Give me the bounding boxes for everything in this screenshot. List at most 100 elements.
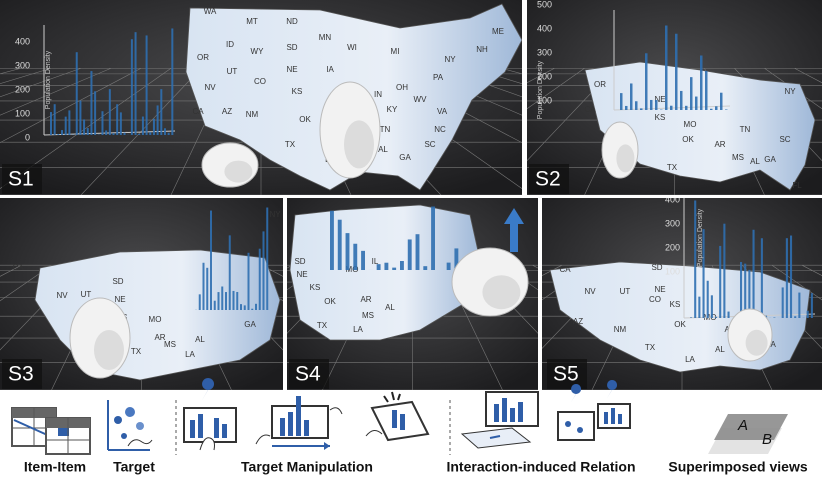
density-bar (225, 292, 227, 310)
density-bar (135, 32, 137, 135)
density-bar (725, 109, 728, 110)
state-label: ND (286, 17, 298, 26)
density-bar (248, 253, 250, 310)
density-bar (794, 316, 796, 318)
density-bar (698, 297, 700, 318)
state-label: OH (429, 197, 441, 206)
state-label: NM (246, 110, 259, 119)
panels: WAMTNDMNORIDWYSDWIMINYMENHNVUTCONEIAILIN… (0, 0, 822, 390)
state-label: GA (764, 155, 776, 164)
density-bar (711, 295, 713, 318)
density-bar (210, 211, 212, 310)
density-bar (203, 263, 205, 310)
density-bar (153, 119, 155, 135)
state-label: AZ (573, 317, 583, 326)
density-bar (625, 106, 628, 110)
state-label: OK (324, 297, 336, 306)
hand-shade (746, 330, 768, 356)
density-bar (728, 312, 730, 318)
state-label: OK (674, 320, 686, 329)
caption: Interaction-induced Relation (446, 459, 635, 475)
axis-tick-label: 400 (15, 36, 30, 46)
density-bar (120, 112, 122, 135)
density-bar (715, 106, 718, 110)
hand-shade (224, 161, 252, 183)
state-label: MT (246, 17, 258, 26)
density-bar (423, 266, 427, 270)
panel-label: S2 (535, 168, 561, 191)
density-bar (251, 309, 253, 310)
state-label: OK (299, 115, 311, 124)
state-label: CA (192, 107, 204, 116)
density-bar (710, 109, 713, 110)
state-label: KS (292, 87, 303, 96)
state-label: WI (347, 43, 357, 52)
state-label: SD (286, 43, 297, 52)
state-label: IN (374, 90, 382, 99)
state-label: PA (433, 73, 444, 82)
state-label: MO (684, 120, 697, 129)
axis-tick-label: 500 (537, 0, 552, 9)
axis-title: Population Density (45, 50, 52, 109)
density-bar (259, 249, 261, 310)
state-label: WY (251, 47, 265, 56)
state-label: AR (714, 140, 725, 149)
density-bar (171, 28, 173, 135)
state-label: TN (380, 125, 391, 134)
state-label: UT (227, 67, 238, 76)
density-bar (142, 117, 144, 135)
state-label: WA (204, 7, 217, 16)
state-label: SD (294, 257, 305, 266)
density-bar (346, 233, 350, 270)
density-bar (665, 26, 668, 110)
panel-label: S5 (553, 363, 579, 386)
state-label: GA (399, 153, 411, 162)
density-bar (168, 133, 170, 135)
density-bar (798, 293, 800, 318)
density-bar (630, 83, 633, 110)
density-bar (695, 97, 698, 110)
axis-title: Population Density (697, 208, 704, 267)
state-label: CA (12, 263, 24, 272)
state-label: GA (244, 320, 256, 329)
axis-tick-label: 400 (665, 194, 680, 204)
density-bar (353, 244, 357, 270)
density-bar (105, 130, 107, 135)
state-label: SC (424, 140, 435, 149)
density-bar (361, 251, 365, 270)
density-bar (715, 317, 717, 318)
density-bar (635, 101, 638, 110)
state-label: CA (584, 105, 596, 114)
state-label: SD (112, 277, 123, 286)
state-label: CO (649, 295, 661, 304)
state-label: AL (750, 157, 760, 166)
state-label: MO (149, 315, 162, 324)
state-label: NV (584, 287, 596, 296)
state-label: ME (492, 27, 504, 36)
state-label: AZ (222, 107, 232, 116)
state-label: KS (655, 113, 666, 122)
density-bar (447, 263, 451, 270)
item-item-icon (12, 408, 90, 454)
state-label: OK (682, 135, 694, 144)
interaction-relation-icons (462, 380, 630, 448)
density-bar (690, 317, 692, 318)
density-bar (124, 133, 126, 135)
density-bar (146, 35, 148, 135)
density-bar (61, 130, 63, 135)
density-bar (263, 231, 265, 310)
density-bar (54, 104, 56, 135)
density-bar (131, 39, 133, 135)
density-bar (753, 230, 755, 318)
state-label: TX (131, 347, 142, 356)
axis-tick-label: 100 (15, 108, 30, 118)
density-bar (670, 106, 673, 110)
density-bar (680, 91, 683, 110)
state-label: TX (285, 140, 296, 149)
state-label: MI (391, 47, 400, 56)
density-bar (392, 268, 396, 270)
state-label: AL (195, 335, 205, 344)
panel-label: S3 (8, 363, 34, 386)
density-bar (160, 89, 162, 135)
density-bar (377, 264, 381, 270)
